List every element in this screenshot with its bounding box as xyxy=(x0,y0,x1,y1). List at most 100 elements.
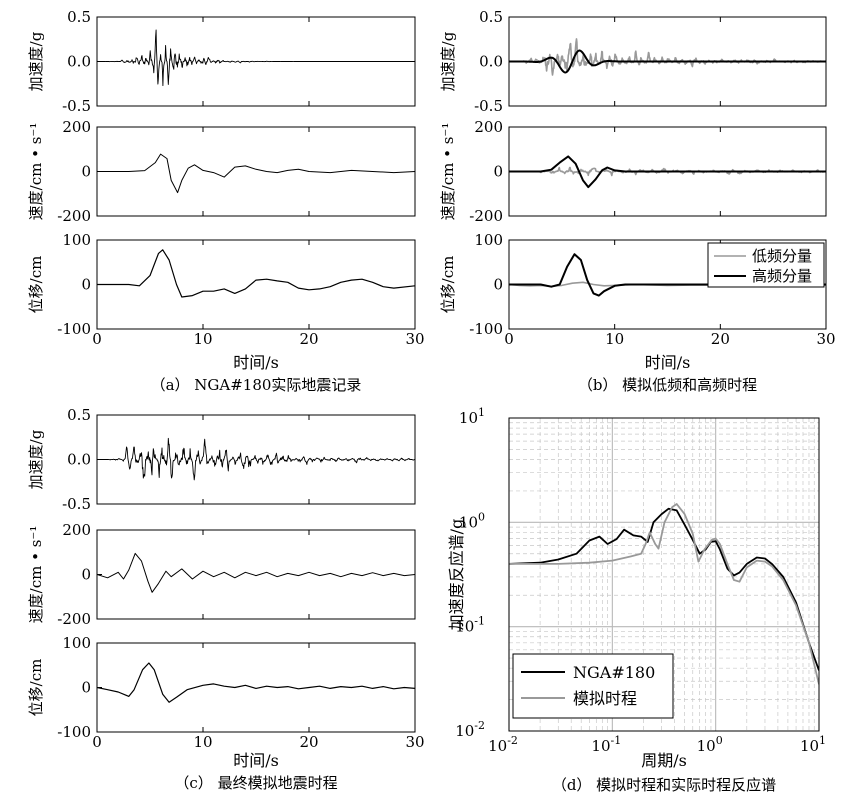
series-line-2-1-0 xyxy=(97,552,415,593)
panel-frame xyxy=(96,239,416,330)
y-tick-label: -0.5 xyxy=(474,97,503,115)
y-tick-label: -100 xyxy=(469,320,503,338)
y-tick-base: 10 xyxy=(455,618,474,636)
y-tick-exp: -1 xyxy=(474,615,485,628)
y-axis-label: 加速度/g xyxy=(27,31,45,91)
x-tick-label: 0 xyxy=(92,733,102,751)
x-tick-exp: -1 xyxy=(611,734,622,747)
y-tick-label: 200 xyxy=(62,521,91,539)
x-tick-label: 0 xyxy=(504,330,514,348)
x-axis-label: 时间/s xyxy=(233,751,279,770)
x-tick-label: 10-1 xyxy=(591,734,621,755)
y-axis-label: 位移/cm xyxy=(27,256,45,314)
y-tick-exp: 0 xyxy=(478,510,485,523)
x-tick-base: 10 xyxy=(697,737,716,755)
caption: （d） 模拟时程和实际时程反应谱 xyxy=(552,776,776,794)
y-tick-label: -0.5 xyxy=(62,495,91,513)
y-tick-label: 100 xyxy=(62,231,91,249)
series-line-0-0-0 xyxy=(97,29,415,87)
y-tick-label: 0 xyxy=(81,276,91,294)
y-tick-label: -200 xyxy=(57,610,91,628)
y-tick-exp: -2 xyxy=(474,719,485,732)
x-tick-label: 20 xyxy=(299,733,318,751)
legend-label: 高频分量 xyxy=(752,267,812,285)
y-tick-label: -200 xyxy=(57,207,91,225)
y-tick-label: 0 xyxy=(81,566,91,584)
y-tick-label: 100 xyxy=(62,634,91,652)
x-tick-label: 30 xyxy=(816,330,835,348)
y-tick-label: 0.0 xyxy=(67,53,91,71)
y-tick-base: 10 xyxy=(455,722,474,740)
y-tick-label: 0 xyxy=(493,276,503,294)
y-tick-base: 10 xyxy=(459,513,478,531)
legend-box xyxy=(707,242,825,288)
x-tick-label: 10 xyxy=(193,330,212,348)
y-tick-label: 101 xyxy=(459,406,485,427)
x-tick-label: 20 xyxy=(711,330,730,348)
series-line-0-2-0 xyxy=(97,249,415,298)
y-tick-label: 100 xyxy=(474,231,503,249)
x-tick-exp: 0 xyxy=(716,734,723,747)
series-line-1-0-0 xyxy=(509,38,826,76)
y-tick-label: 100 xyxy=(459,510,485,531)
series-line-2-0-0 xyxy=(97,437,415,481)
caption: （a） NGA#180实际地震记录 xyxy=(151,376,362,394)
y-tick-label: 0.0 xyxy=(479,53,503,71)
legend-label: 低频分量 xyxy=(752,247,812,265)
series-line-1-0-1 xyxy=(509,49,826,74)
y-tick-label: 0.5 xyxy=(67,8,91,26)
y-tick-label: 0.5 xyxy=(67,406,91,424)
y-axis-label: 位移/cm xyxy=(27,659,45,717)
y-tick-exp: 1 xyxy=(478,406,485,419)
y-tick-label: 200 xyxy=(62,118,91,136)
x-tick-label: 10-2 xyxy=(488,734,518,755)
x-tick-label: 30 xyxy=(405,330,424,348)
spectrum-line-0 xyxy=(509,507,819,671)
y-tick-label: -100 xyxy=(57,320,91,338)
y-tick-label: 10-1 xyxy=(455,615,485,636)
x-tick-label: 10 xyxy=(193,733,212,751)
x-tick-label: 20 xyxy=(299,330,318,348)
y-tick-label: -200 xyxy=(469,207,503,225)
series-line-1-2-1 xyxy=(509,253,826,297)
legend-label: NGA#180 xyxy=(573,663,655,682)
y-axis-label: 加速度反应谱/g xyxy=(447,519,466,631)
spectrum-line-1 xyxy=(509,503,819,685)
y-axis-label: 加速度/g xyxy=(439,31,457,91)
x-axis-label: 周期/s xyxy=(641,751,687,770)
x-tick-label: 100 xyxy=(697,734,723,755)
series-line-1-1-1 xyxy=(509,155,826,189)
y-axis-label: 速度/cm • s⁻¹ xyxy=(27,526,45,624)
y-axis-label: 加速度/g xyxy=(27,429,45,489)
y-tick-label: -100 xyxy=(57,723,91,741)
y-axis-label: 速度/cm • s⁻¹ xyxy=(27,123,45,221)
x-tick-label: 0 xyxy=(92,330,102,348)
caption: （c） 最终模拟地震时程 xyxy=(174,774,337,792)
panel-frame xyxy=(508,417,820,732)
x-tick-label: 101 xyxy=(800,734,826,755)
x-tick-exp: 1 xyxy=(819,734,826,747)
series-line-0-1-0 xyxy=(97,153,415,194)
x-tick-base: 10 xyxy=(800,737,819,755)
y-tick-label: -0.5 xyxy=(62,97,91,115)
series-line-2-2-0 xyxy=(97,662,415,703)
y-tick-label: 0.0 xyxy=(67,451,91,469)
y-axis-label: 速度/cm • s⁻¹ xyxy=(439,123,457,221)
legend-label: 模拟时程 xyxy=(573,689,637,708)
y-tick-label: 10-2 xyxy=(455,719,485,740)
y-tick-label: 0.5 xyxy=(479,8,503,26)
legend-box xyxy=(512,653,674,719)
x-tick-label: 10 xyxy=(605,330,624,348)
x-axis-label: 时间/s xyxy=(233,353,279,372)
x-axis-label: 时间/s xyxy=(645,353,691,372)
y-tick-label: 0 xyxy=(81,163,91,181)
y-tick-label: 0 xyxy=(493,163,503,181)
y-axis-label: 位移/cm xyxy=(439,256,457,314)
y-tick-base: 10 xyxy=(459,409,478,427)
y-tick-label: 0 xyxy=(81,679,91,697)
x-tick-label: 30 xyxy=(405,733,424,751)
y-tick-label: 200 xyxy=(474,118,503,136)
caption: （b） 模拟低频和高频时程 xyxy=(578,376,757,394)
x-tick-base: 10 xyxy=(488,737,507,755)
